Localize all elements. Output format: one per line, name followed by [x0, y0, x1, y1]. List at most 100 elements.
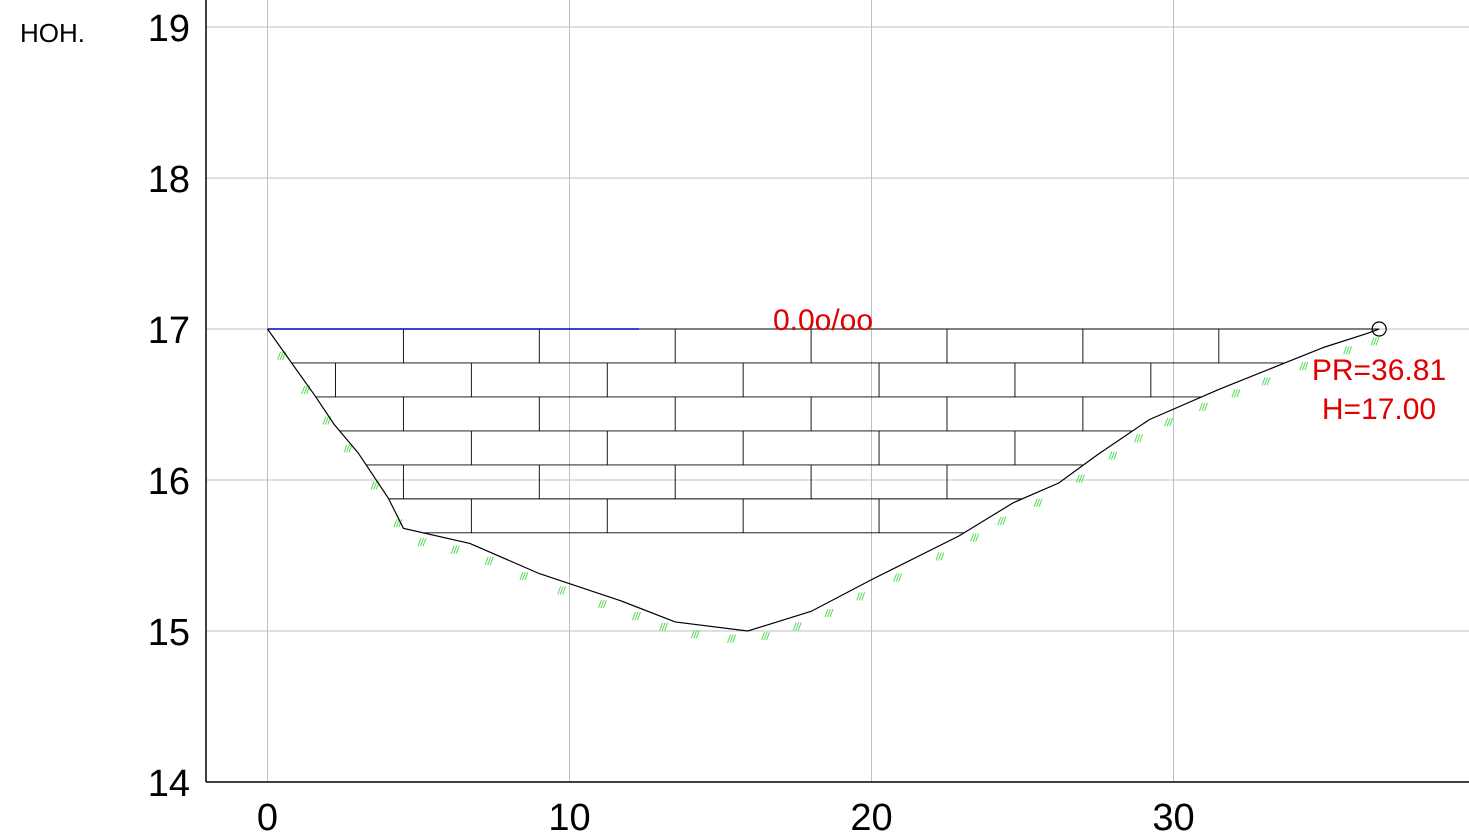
hatch-mark [1078, 474, 1083, 483]
hatch-mark [1236, 389, 1241, 398]
x-tick-label: 10 [548, 797, 590, 838]
hatch-mark [489, 556, 494, 566]
hatch-mark [761, 631, 766, 641]
hatch-mark [1343, 346, 1348, 355]
hatch-mark [631, 611, 636, 621]
hatch-mark [562, 586, 567, 595]
ground-hatching [277, 337, 1380, 643]
hatch-mark [1166, 417, 1171, 427]
hatch-mark [487, 556, 492, 566]
hatch-mark [972, 533, 977, 542]
hatch-mark [422, 537, 427, 547]
y-tick-label: 16 [148, 461, 190, 503]
hatch-mark [937, 552, 942, 561]
hatch-mark [999, 516, 1004, 526]
hatch-mark [417, 537, 422, 547]
hatch-mark [729, 634, 734, 643]
hatch-mark [370, 481, 375, 490]
hatch-mark [1134, 434, 1138, 443]
hatch-mark [1033, 498, 1038, 508]
hatch-mark [795, 622, 800, 631]
hatch-mark [1198, 402, 1203, 412]
hatch-mark [1370, 337, 1375, 346]
hatch-mark [858, 592, 863, 601]
hatch-mark [322, 416, 327, 425]
hatch-mark [1231, 389, 1236, 398]
hatch-mark [1264, 377, 1269, 386]
hatch-mark [346, 444, 350, 453]
hatch-mark [1038, 498, 1043, 508]
hatch-mark [1080, 474, 1085, 483]
axes [205, 0, 1469, 783]
hatch-mark [420, 537, 424, 547]
hatch-mark [732, 634, 737, 643]
hatch-mark [898, 573, 903, 582]
y-axis-label: HOH. [20, 18, 85, 48]
hatch-mark [559, 586, 564, 595]
hatch-mark [1203, 402, 1208, 412]
hatch-mark [895, 573, 900, 582]
x-tick-label: 0 [257, 797, 278, 838]
hatch-mark [373, 481, 378, 490]
hatch-mark [393, 519, 398, 528]
hatch-mark [1164, 417, 1169, 427]
hatch-mark [690, 630, 695, 639]
y-tick-label: 18 [148, 159, 190, 201]
hatch-mark [824, 608, 829, 618]
hatch-mark [1348, 346, 1353, 355]
hatch-mark [1233, 389, 1238, 398]
hatch-mark [455, 545, 460, 554]
hatch-mark [602, 599, 607, 609]
hatch-mark [453, 545, 458, 554]
hatch-mark [557, 586, 562, 595]
hatch-mark [1075, 474, 1080, 483]
y-tick-label: 15 [148, 612, 190, 654]
water-section-blocks [267, 328, 1380, 534]
hatch-mark [324, 416, 329, 425]
hatch-mark [1110, 451, 1115, 460]
x-tick-label: 30 [1152, 797, 1194, 838]
h-annotation: H=17.00 [1322, 393, 1436, 426]
hatch-mark [1345, 346, 1350, 355]
hatch-mark [1036, 498, 1041, 508]
hatch-mark [970, 533, 975, 542]
end-point-marker [1371, 321, 1387, 337]
hatch-mark [1266, 377, 1271, 386]
hatch-mark [727, 634, 732, 643]
hatch-mark [659, 622, 664, 631]
hatch-mark [524, 571, 529, 581]
hatch-mark [829, 608, 834, 618]
hatch-mark [301, 385, 306, 395]
ground-profile-line [267, 328, 1380, 632]
hatch-mark [521, 571, 526, 581]
hatch-mark [661, 622, 666, 631]
hatch-mark [940, 552, 945, 561]
hatch-mark [1139, 434, 1143, 443]
hatch-mark [695, 630, 700, 639]
hatch-mark [343, 444, 348, 453]
hatch-mark [450, 545, 455, 554]
hatch-mark [1373, 337, 1377, 346]
hatch-mark [1201, 402, 1206, 412]
hatch-mark [279, 351, 284, 361]
hatch-mark [797, 622, 802, 631]
hatch-mark [975, 533, 980, 542]
hatch-mark [277, 351, 282, 361]
hatch-mark [636, 611, 641, 621]
hatch-mark [1304, 362, 1309, 371]
hatch-mark [1375, 337, 1380, 346]
hatch-mark [693, 630, 698, 639]
hatch-mark [597, 599, 602, 609]
hatch-mark [600, 599, 605, 609]
slope-annotation: 0.0o/oo [773, 304, 873, 337]
hatch-mark [763, 631, 768, 641]
hatch-mark [484, 556, 489, 566]
hatch-mark [519, 571, 524, 581]
hatch-mark [826, 608, 831, 618]
y-tick-label: 19 [148, 8, 190, 50]
hatch-mark [1113, 451, 1118, 460]
hatch-mark [1261, 377, 1266, 386]
x-tick-label: 20 [850, 797, 892, 838]
pr-annotation: PR=36.81 [1312, 354, 1446, 387]
